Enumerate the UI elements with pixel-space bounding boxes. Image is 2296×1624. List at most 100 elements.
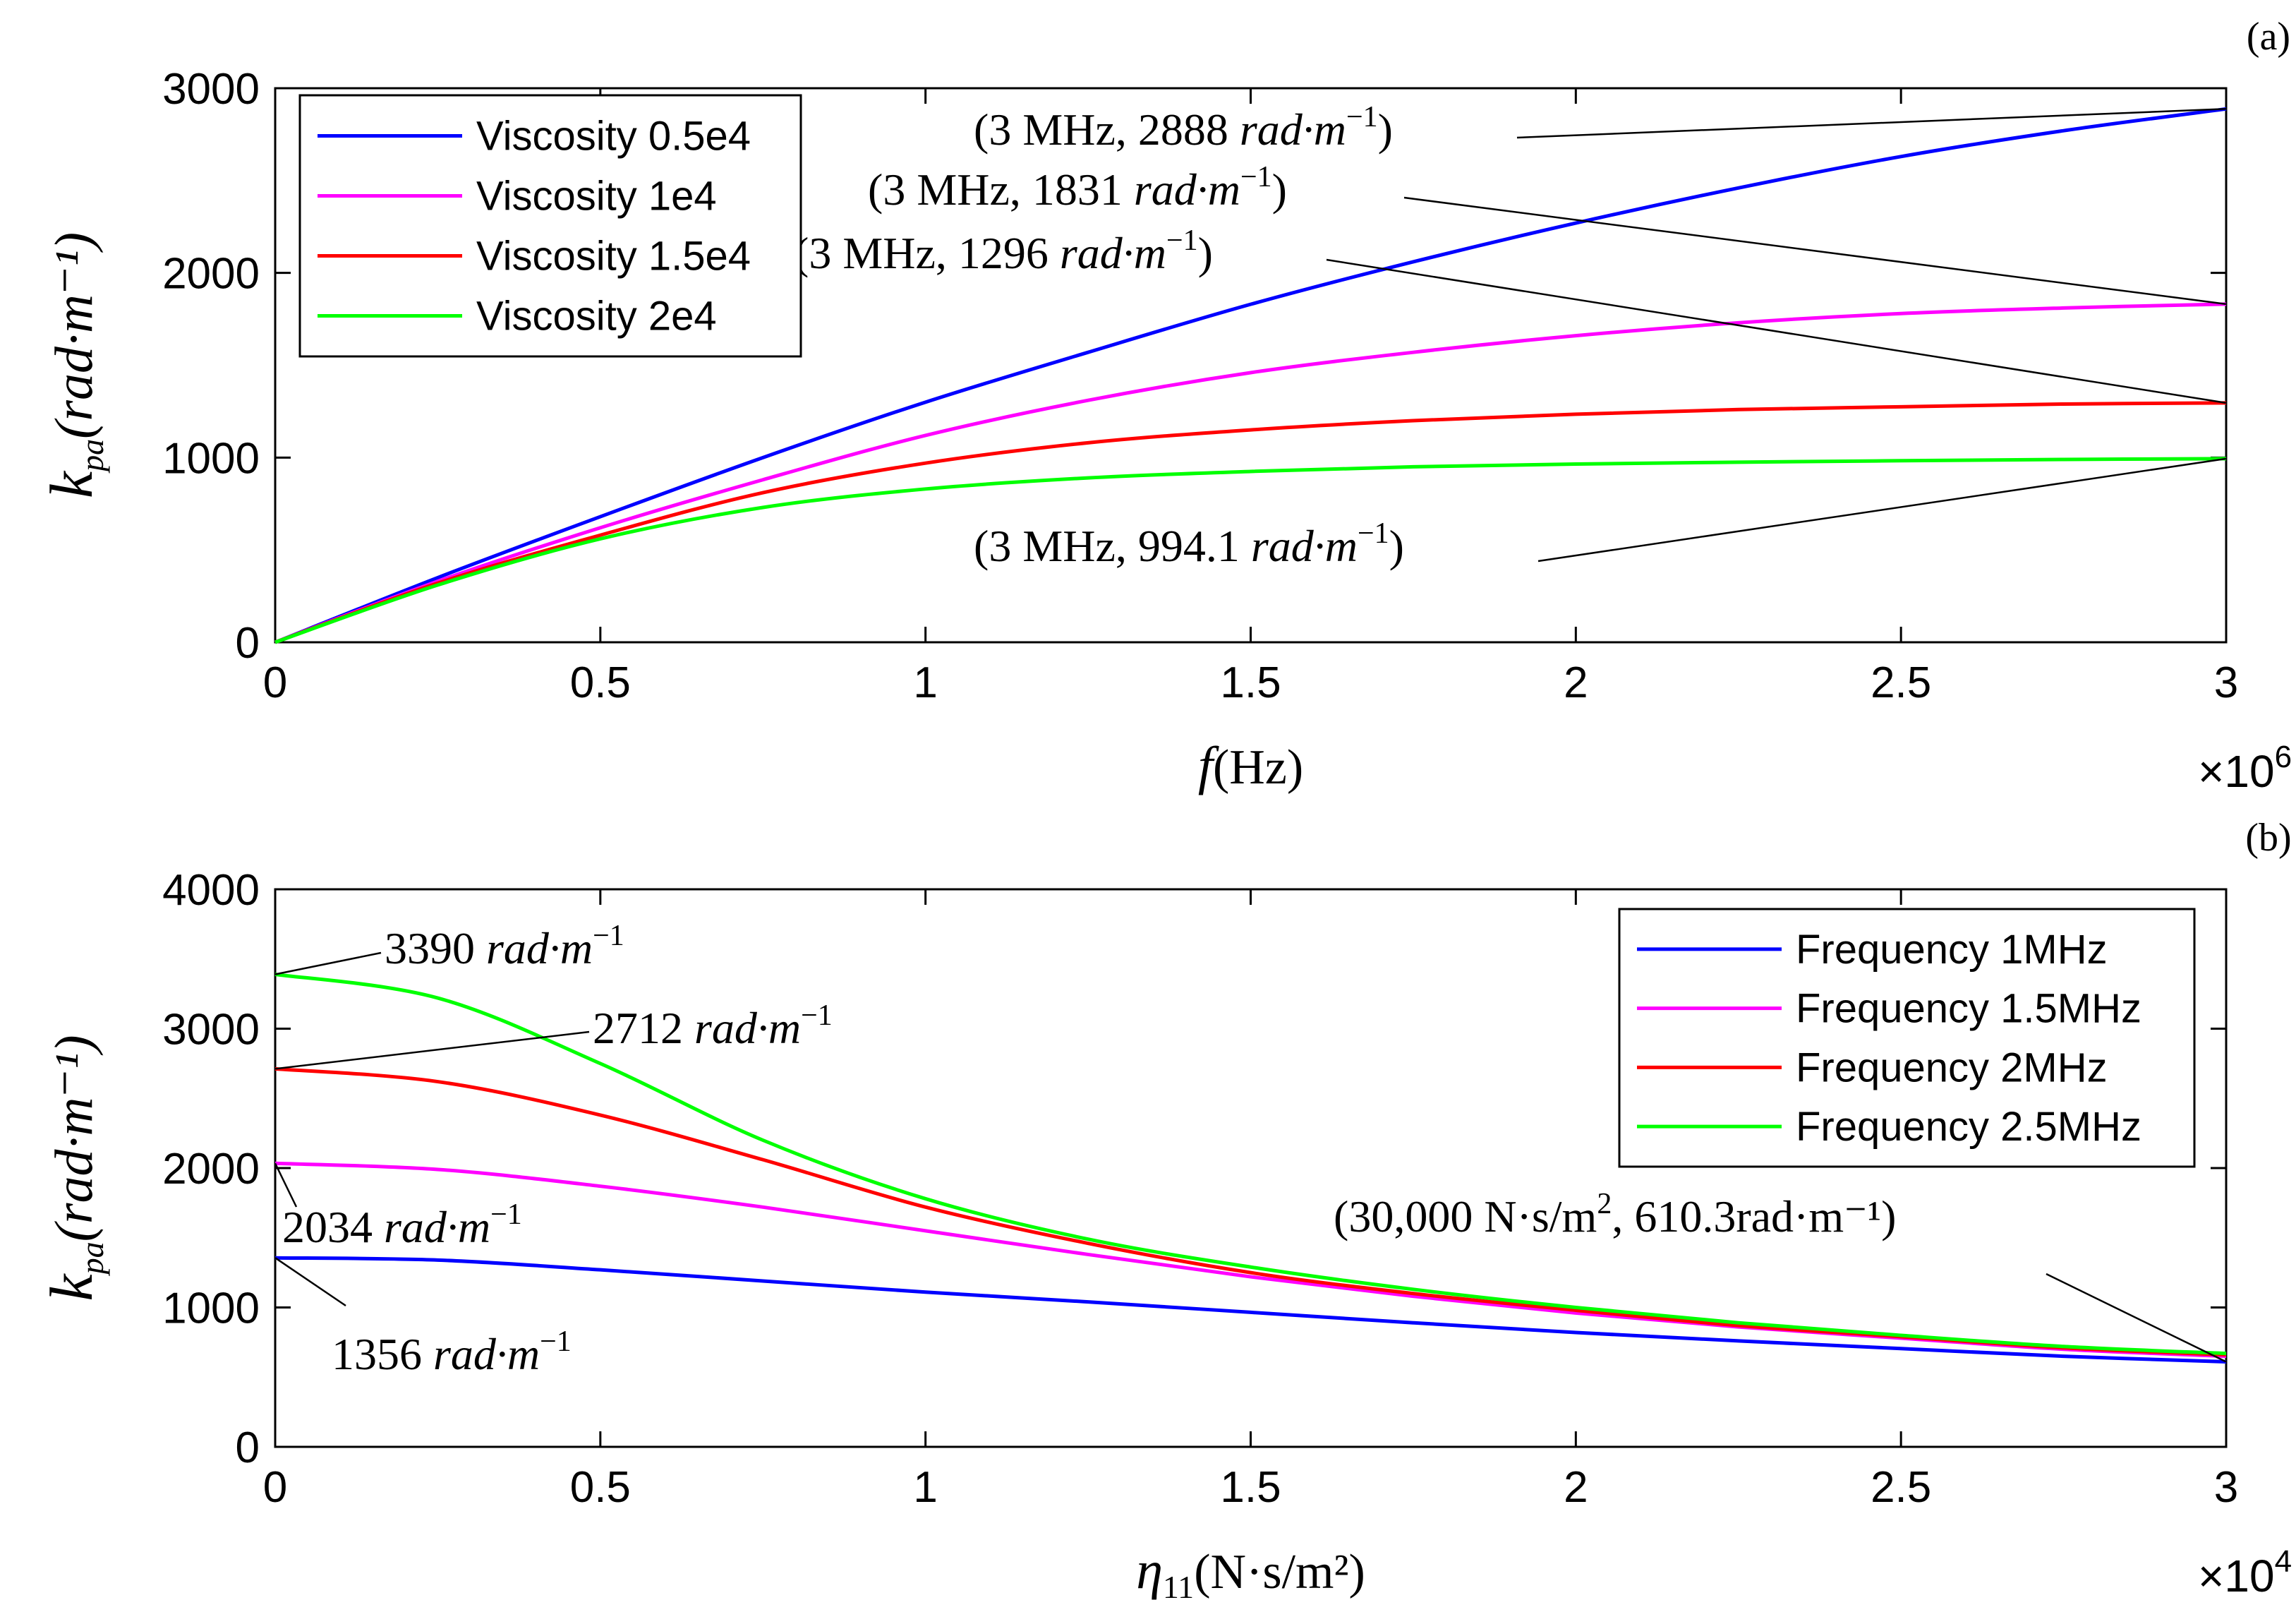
annotation-text: (3 MHz, 994.1: [974, 521, 1251, 571]
annotation-label: (3 MHz, 1296 rad·m−1): [794, 224, 1213, 278]
x-tick-label: 3: [2214, 658, 2238, 707]
annotation-label: (3 MHz, 1831 rad·m−1): [868, 161, 1287, 215]
legend-entry: Viscosity 1.5e4: [476, 234, 751, 279]
annotation-label: (30,000 N·s/m2, 610.3rad·m⁻¹): [1334, 1188, 1896, 1241]
legend-entry: Frequency 2.5MHz: [1796, 1104, 2141, 1150]
x-axis-label-unit: (N·s/m²): [1194, 1545, 1365, 1599]
annotation-exp: −1: [1358, 517, 1389, 550]
x-axis-label-main: η: [1136, 1541, 1163, 1600]
annotation-leader: [274, 1257, 346, 1307]
x-multiplier: ×106: [2198, 740, 2292, 797]
series-line: [274, 1256, 2227, 1364]
annotation-close: ): [1389, 521, 1404, 571]
x-tick-label: 2: [1564, 1463, 1588, 1512]
x-tick-label: 1.5: [1220, 1463, 1281, 1512]
annotation-exp: −1: [1346, 101, 1378, 133]
annotation-exp: −1: [801, 999, 833, 1032]
annotation-units: rad·m: [1251, 521, 1358, 571]
y-tick-label: 2000: [162, 1145, 260, 1193]
y-tick-label: 0: [236, 1424, 260, 1472]
y-tick-label: 0: [236, 619, 260, 668]
annotation-label: 3390 rad·m−1: [385, 920, 624, 973]
annotation-units: rad·m: [1240, 104, 1346, 155]
x-axis-label-sub: 11: [1163, 1569, 1194, 1605]
y-tick-label: 3000: [162, 1006, 260, 1054]
legend-box: [298, 94, 802, 358]
panel-label: (b): [2245, 816, 2291, 860]
annotation-exp: −1: [490, 1198, 522, 1231]
annotation-text: (3 MHz, 1831: [868, 164, 1134, 215]
annotation-label: 2034 rad·m−1: [282, 1198, 522, 1252]
legend-entry: Viscosity 2e4: [476, 294, 717, 339]
y-axis-label-main: k: [37, 1273, 105, 1301]
annotation-text: (3 MHz, 2888: [974, 104, 1240, 155]
y-tick-label: 4000: [162, 866, 260, 915]
y-axis-label-unit: (rad·m⁻¹): [44, 1035, 104, 1241]
annotation-exp: −1: [540, 1325, 572, 1358]
annotation-leader: [274, 1030, 590, 1070]
x-tick-label: 0.5: [570, 1463, 631, 1512]
annotation-text: (30,000 N·s/m: [1334, 1191, 1597, 1241]
annotation-label: 2712 rad·m−1: [593, 999, 833, 1053]
annotation-label: 1356 rad·m−1: [332, 1325, 572, 1379]
y-axis-label-sub: pa: [74, 439, 110, 474]
annotation-leader: [1403, 196, 2227, 306]
y-axis-label-unit: (rad·m⁻¹): [44, 232, 104, 439]
annotation-leader: [274, 951, 382, 975]
annotation-exp: −1: [1166, 224, 1198, 257]
x-tick-label: 1: [913, 658, 937, 707]
x-multiplier-base: ×10: [2198, 746, 2275, 797]
x-multiplier-exp: 6: [2275, 740, 2292, 774]
y-tick-label: 1000: [162, 1285, 260, 1333]
y-axis-label-main: k: [37, 470, 105, 498]
y-tick-label: 1000: [162, 434, 260, 483]
annotation-text: 2034: [282, 1202, 384, 1252]
annotation-units: rad·m: [1134, 164, 1240, 215]
annotation-leader: [1326, 258, 2227, 404]
panel-b: 0 0.5 1 1.5 2 2.5 3 0 1000 2000 3000 4000 (b) ×104 η11…: [37, 816, 2292, 1605]
annotation-leader: [274, 1162, 298, 1208]
legend-entry: Viscosity 1e4: [476, 174, 717, 219]
annotation-units: rad·m: [433, 1329, 540, 1379]
y-tick-label: 2000: [162, 250, 260, 299]
annotation-leader: [1537, 457, 2227, 563]
series-line: [274, 401, 2227, 644]
x-tick-label: 2.5: [1871, 658, 1931, 707]
annotation-text: 3390: [385, 923, 486, 973]
series-line: [274, 972, 2227, 1356]
annotation-close: ): [1378, 104, 1393, 155]
x-tick-label: 1: [913, 1463, 937, 1512]
legend-entry: Viscosity 0.5e4: [476, 114, 751, 160]
annotation-exp: 2: [1597, 1188, 1612, 1220]
x-axis-label: f(Hz): [1198, 736, 1303, 795]
x-tick-label: 0: [263, 658, 287, 707]
x-tick-label: 3: [2214, 1463, 2238, 1512]
y-axis-label-sub: pa: [74, 1241, 110, 1276]
legend-entry: Frequency 1MHz: [1796, 927, 2108, 973]
x-axis-label-unit: (Hz): [1213, 740, 1303, 795]
y-axis-label: kpa(rad·m⁻¹): [37, 1035, 110, 1301]
annotation-units: rad·m: [694, 1003, 801, 1053]
annotation-close: ): [1272, 164, 1287, 215]
annotation-close: ): [1198, 228, 1213, 278]
x-tick-label: 1.5: [1220, 658, 1281, 707]
x-tick-label: 0: [263, 1463, 287, 1512]
panel-label: (a): [2247, 15, 2290, 59]
y-axis-label: kpa(rad·m⁻¹): [37, 232, 110, 498]
annotation-units: rad·m: [1060, 228, 1166, 278]
annotation-leader: [1516, 108, 2227, 139]
x-tick-label: 0.5: [570, 658, 631, 707]
series-line: [274, 457, 2227, 644]
annotation-label: (3 MHz, 2888 rad·m−1): [974, 101, 1393, 155]
x-tick-label: 2: [1564, 658, 1588, 707]
annotation-text: 2712: [593, 1003, 694, 1053]
x-multiplier: ×104: [2198, 1544, 2292, 1601]
annotation-exp: −1: [593, 920, 624, 952]
annotation-text: 1356: [332, 1329, 433, 1379]
y-tick-label: 3000: [162, 65, 260, 114]
annotation-leader: [2046, 1273, 2227, 1363]
series-line: [274, 107, 2227, 644]
annotation-text: (3 MHz, 1296: [794, 228, 1060, 278]
x-axis-label: η11(N·s/m²): [1136, 1541, 1365, 1605]
